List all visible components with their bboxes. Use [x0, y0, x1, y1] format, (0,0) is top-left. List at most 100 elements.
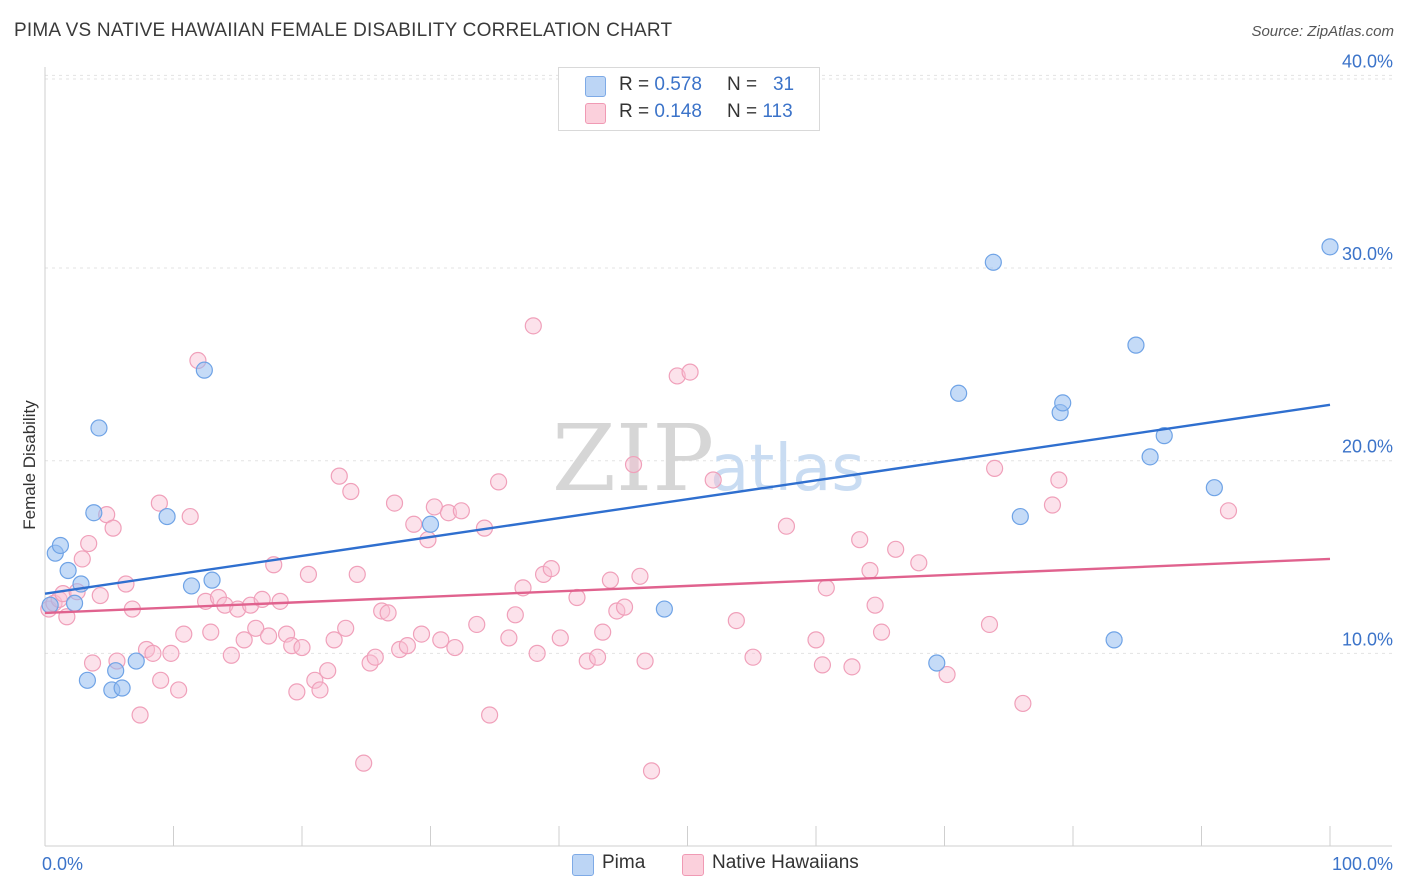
hawaiian-point [271, 592, 289, 610]
hawaiian-point [452, 502, 470, 520]
hawaiian-point [608, 602, 626, 620]
pima-point [158, 507, 176, 526]
pima-point [65, 594, 84, 612]
hawaiian-point [887, 540, 905, 558]
watermark-zip: ZIP [552, 405, 714, 512]
hawaiian-point [398, 637, 416, 655]
hawaiian-point [500, 629, 518, 647]
hawaiian-point [777, 517, 796, 535]
hawaiian-point [813, 656, 832, 674]
hawaiian-point [594, 623, 612, 641]
hawaiian-point [601, 571, 620, 589]
hawaiian-point [299, 565, 318, 583]
hawaiian-point [727, 612, 745, 630]
pima-point [1127, 336, 1145, 354]
legend-hawaiians-label: Native Hawaiians [712, 852, 859, 873]
tick-labels: 10.0% 20.0% 30.0% 40.0% 0.0% 100.0% [42, 51, 1393, 874]
hawaiian-point [104, 519, 122, 537]
hawaiian-point [439, 504, 458, 522]
legend-hawaiians-swatch [682, 854, 704, 876]
hawaiian-point [202, 623, 220, 641]
hawaiian-point [704, 471, 722, 489]
hawaiian-point [91, 586, 109, 605]
hawaiian-point [872, 623, 891, 641]
hawaiian-point [342, 482, 360, 501]
pima-point [1205, 479, 1223, 497]
hawaiian-point [551, 629, 569, 647]
hawaiian-point [259, 627, 278, 645]
source-label: Source: ZipAtlas.com [1251, 23, 1394, 40]
pima-point [85, 504, 103, 522]
pima-point [59, 561, 77, 580]
hawaiian-point [744, 648, 762, 666]
hawaiian-point [861, 561, 879, 580]
hawaiian-point [986, 459, 1004, 478]
series-pima [41, 238, 1339, 699]
pima-swatch [585, 76, 606, 97]
pima-point [90, 419, 108, 437]
hawaiian-point [366, 648, 384, 666]
hawaiian-point [642, 762, 661, 780]
pima-point [41, 596, 59, 614]
series-native-hawaiians [40, 317, 1238, 780]
pima-point [113, 679, 131, 697]
pima-point [421, 515, 440, 533]
hawaiian-point [1043, 496, 1062, 514]
axes [44, 67, 1392, 847]
hawaiian-point [131, 706, 149, 724]
hawaiian-point [1050, 471, 1068, 489]
hawaiian-point [348, 565, 366, 583]
hawaiian-point [222, 646, 240, 664]
legend-stats: R = 0.578 N = 31 R = 0.148 N = 113 [558, 67, 820, 131]
hawaiian-point [391, 640, 409, 659]
hawaiian-point [325, 631, 343, 649]
hawaiian-point [247, 619, 265, 637]
hawaiian-point [851, 531, 869, 549]
hawaiian-point [181, 507, 199, 526]
hawaiian-point [624, 455, 643, 474]
hawaiian-point [152, 671, 170, 689]
hawaiian-point [506, 606, 524, 624]
hawaiian-point [542, 559, 560, 578]
hawaiian-point [524, 317, 542, 335]
pima-point [984, 253, 1002, 271]
hawaiian-point [468, 615, 486, 634]
hawaiian-point [490, 473, 508, 491]
y-tick-label: 20.0% [1342, 437, 1393, 457]
watermark-atlas: atlas [710, 432, 865, 506]
hawaiian-point [117, 575, 135, 593]
pima-point [127, 652, 145, 670]
hawaiian-point [681, 363, 699, 381]
hawaiian-swatch [585, 103, 606, 124]
hawaiian-point [379, 604, 397, 622]
hawaiian-point [144, 644, 162, 662]
hawaiian-point [668, 367, 686, 385]
hawaiian-point [283, 637, 301, 655]
hawaiian-point [330, 467, 348, 485]
grid-lines [45, 74, 1392, 654]
hawaiian-point [355, 754, 373, 772]
hawaiian-point [373, 602, 391, 620]
pima-point [203, 571, 221, 589]
hawaiian-point [337, 619, 355, 637]
hawaiian-r-value: 0.148 [654, 101, 702, 122]
hawaiian-trend-line [44, 557, 1331, 615]
hawaiian-point [481, 706, 499, 724]
hawaiian-point [578, 652, 596, 670]
hawaiian-point [311, 681, 329, 699]
hawaiian-point [319, 662, 337, 680]
hawaiian-point [1219, 502, 1238, 520]
legend-pima-label: Pima [602, 852, 646, 873]
hawaiian-point [938, 665, 956, 684]
pima-n-value: 31 [772, 74, 795, 95]
hawaiian-point [432, 631, 450, 649]
pima-point [950, 384, 968, 402]
pima-point [195, 361, 213, 379]
pima-point [1141, 448, 1159, 466]
hawaiian-point [980, 615, 999, 634]
pima-r-value: 0.578 [654, 74, 702, 95]
pima-r-label: R = [619, 74, 650, 95]
pima-n-label: N = [727, 74, 758, 95]
y-tick-label: 30.0% [1342, 244, 1393, 264]
